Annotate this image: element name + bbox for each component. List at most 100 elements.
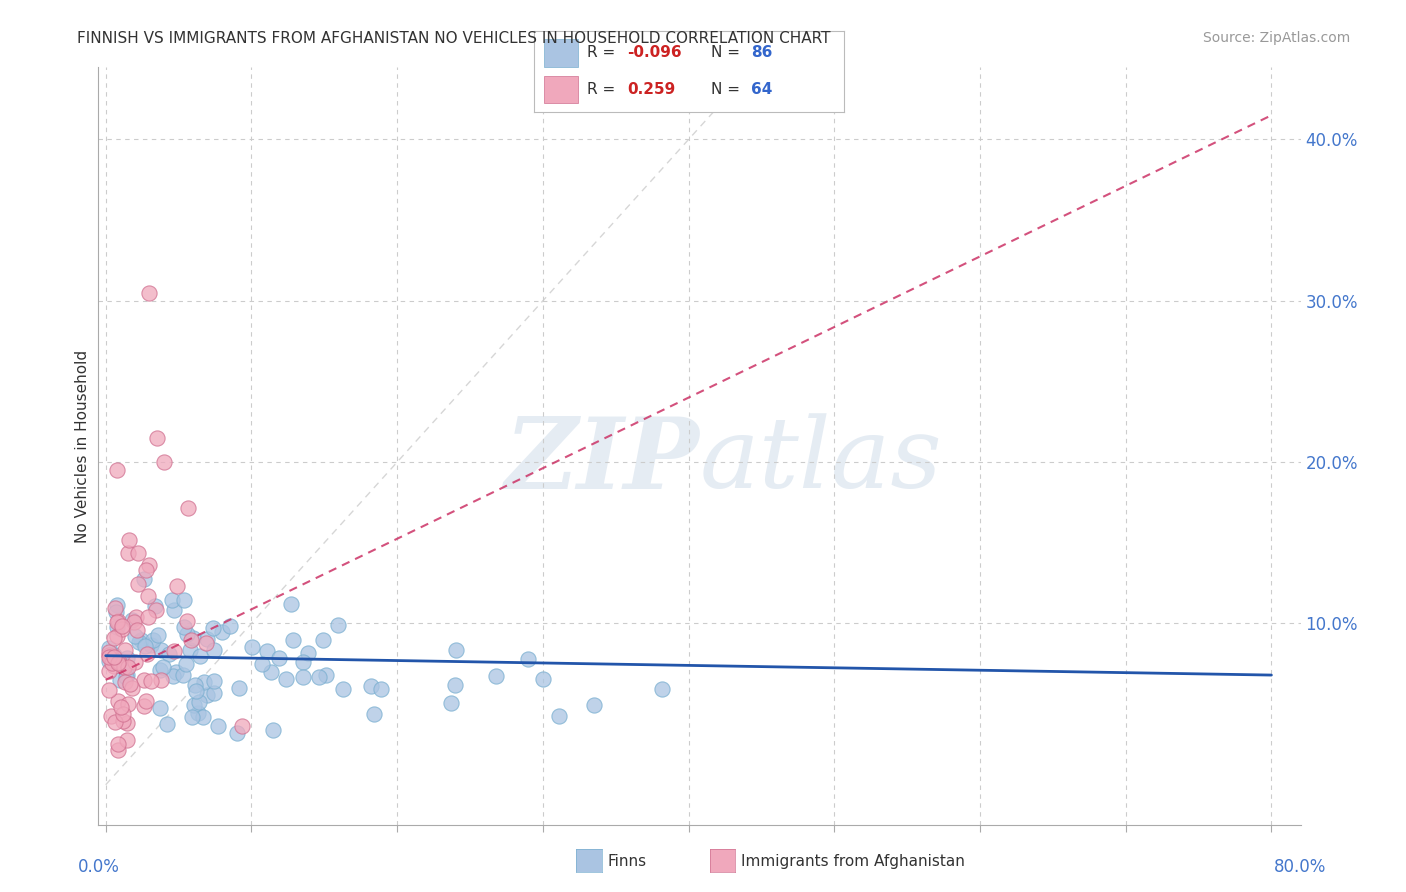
Point: [142, 632, 165, 647]
Point: [195, 636, 218, 650]
Point: [517, 652, 540, 666]
Point: [191, 709, 214, 723]
Point: [146, 628, 169, 642]
Point: [183, 631, 205, 645]
Point: [370, 681, 392, 696]
Point: [115, 651, 138, 665]
Point: [105, 619, 128, 633]
Point: [308, 670, 330, 684]
Point: [127, 576, 149, 591]
Point: [195, 632, 218, 646]
Point: [135, 647, 157, 661]
Point: [218, 619, 240, 633]
Text: -0.096: -0.096: [627, 45, 682, 61]
Text: 86: 86: [751, 45, 772, 61]
Point: [256, 644, 278, 658]
FancyBboxPatch shape: [544, 39, 578, 67]
Point: [107, 694, 129, 708]
Point: [240, 640, 263, 654]
Point: [101, 656, 124, 670]
Point: [228, 681, 250, 695]
Point: [202, 621, 225, 635]
Point: [127, 546, 149, 560]
Text: FINNISH VS IMMIGRANTS FROM AFGHANISTAN NO VEHICLES IN HOUSEHOLD CORRELATION CHAR: FINNISH VS IMMIGRANTS FROM AFGHANISTAN N…: [77, 31, 831, 46]
Point: [269, 651, 291, 665]
Point: [195, 688, 218, 702]
Point: [231, 719, 253, 733]
Point: [97, 664, 120, 678]
Point: [97, 648, 120, 662]
Point: [132, 572, 155, 586]
Point: [187, 706, 209, 720]
Point: [165, 665, 187, 679]
Point: [202, 642, 225, 657]
Point: [176, 626, 198, 640]
Point: [104, 600, 127, 615]
Point: [98, 682, 121, 697]
Point: [188, 649, 211, 664]
Point: [444, 678, 467, 692]
Point: [153, 455, 176, 469]
Point: [148, 663, 170, 677]
Point: [132, 698, 155, 713]
Point: [183, 698, 205, 713]
Point: [139, 674, 162, 689]
Point: [292, 669, 315, 683]
Point: [103, 649, 125, 664]
Point: [105, 598, 128, 612]
Point: [97, 640, 120, 655]
Point: [145, 603, 167, 617]
Point: [172, 668, 194, 682]
Point: [108, 673, 131, 688]
Point: [115, 733, 138, 747]
Point: [118, 677, 141, 691]
Point: [297, 647, 319, 661]
Point: [97, 645, 120, 659]
Point: [225, 726, 247, 740]
Point: [166, 579, 188, 593]
Point: [135, 694, 157, 708]
Point: [180, 632, 202, 647]
Point: [138, 285, 160, 300]
Point: [111, 714, 134, 728]
Point: [138, 558, 160, 573]
Point: [485, 668, 508, 682]
Point: [363, 706, 385, 721]
Point: [173, 593, 195, 607]
Point: [141, 638, 163, 652]
Point: [103, 631, 125, 645]
Point: [181, 710, 204, 724]
Point: [280, 597, 302, 611]
Point: [105, 629, 128, 643]
Point: [117, 546, 139, 560]
Point: [651, 682, 673, 697]
Text: R =: R =: [586, 45, 620, 61]
Point: [121, 681, 143, 695]
Point: [136, 609, 159, 624]
Point: [260, 665, 283, 679]
Point: [129, 632, 152, 647]
Point: [149, 673, 172, 688]
Point: [250, 657, 273, 671]
Point: [152, 660, 174, 674]
Point: [114, 643, 136, 657]
Point: [112, 660, 135, 674]
Point: [118, 533, 141, 547]
Point: [202, 674, 225, 689]
Point: [124, 615, 146, 629]
Point: [108, 655, 131, 669]
Point: [124, 655, 146, 669]
Point: [121, 613, 143, 627]
Point: [103, 658, 125, 673]
FancyBboxPatch shape: [544, 76, 578, 103]
Point: [162, 603, 184, 617]
Point: [138, 589, 160, 603]
Point: [193, 675, 215, 690]
Point: [149, 642, 172, 657]
Point: [98, 654, 121, 668]
Point: [583, 698, 606, 712]
Point: [134, 673, 156, 687]
Point: [177, 501, 200, 516]
Point: [162, 669, 184, 683]
Text: ZIP: ZIP: [505, 413, 699, 509]
